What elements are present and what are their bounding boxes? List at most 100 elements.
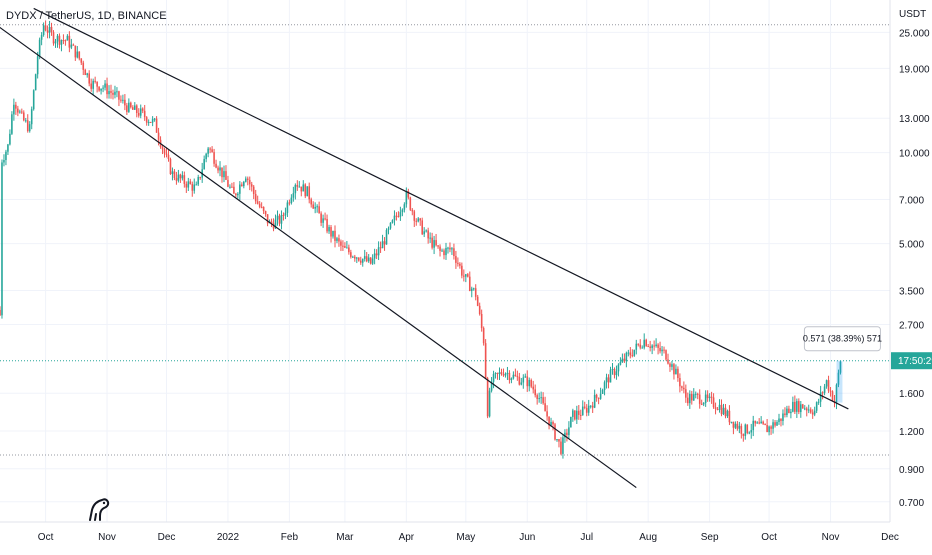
candle-body [15, 104, 17, 109]
candle-body [46, 30, 49, 33]
price-tick-label: 0.900 [899, 465, 924, 476]
candle-body [250, 184, 253, 187]
candle-body [476, 296, 479, 306]
candle-body [141, 108, 144, 111]
candle-body [734, 423, 737, 428]
candle-body [453, 248, 455, 257]
candle-body [556, 439, 558, 441]
trendline[interactable] [33, 7, 849, 410]
trendline[interactable] [0, 18, 637, 489]
candle-body [334, 230, 336, 241]
candle-body [825, 380, 828, 387]
time-tick-label: Dec [881, 532, 899, 543]
candle-body [461, 265, 463, 276]
candle-body [643, 339, 646, 348]
candle-body [405, 191, 408, 205]
candle-body [449, 247, 451, 250]
candle-body [203, 159, 205, 170]
candle-body [395, 215, 398, 217]
candle-body [665, 350, 667, 360]
candle-body [494, 372, 497, 374]
price-axis[interactable]: 25.000 19.000 13.000 10.000 7.000 5.000 3.500 2… [899, 28, 930, 508]
time-axis[interactable]: Oct Nov Dec 2022 Feb Mar Apr May Jun Jul Aug Sep Oct… [38, 532, 899, 543]
candle-body [185, 183, 188, 188]
candle-body [171, 171, 174, 175]
candle-body [530, 380, 533, 387]
candle-body [381, 241, 384, 249]
time-tick-label: Aug [639, 532, 657, 543]
candle-body [750, 430, 753, 433]
candle-body [22, 112, 25, 121]
candle-body [106, 83, 108, 95]
candle-body [564, 432, 566, 438]
candle-body [712, 397, 715, 408]
candle-body [595, 394, 598, 398]
candle-body [534, 389, 536, 396]
candle-body [583, 406, 586, 408]
candle-body [663, 349, 665, 351]
candle-body [379, 247, 382, 249]
candle-body [48, 27, 51, 33]
chart-title: DYDX / TetherUS, 1D, BINANCE [6, 10, 167, 22]
candle-body [324, 218, 326, 220]
measure-tooltip [803, 326, 881, 352]
candle-body [585, 407, 588, 413]
measure-range-box[interactable] [836, 360, 843, 403]
candle-body [42, 25, 45, 35]
candle-body [746, 424, 749, 433]
candle-body [669, 363, 671, 367]
candle-body [685, 389, 687, 398]
candle-body [433, 240, 435, 248]
candle-body [427, 230, 429, 239]
candle-body [615, 371, 618, 376]
candle-body [82, 62, 85, 70]
candle-body [687, 397, 689, 404]
candle-body [700, 403, 703, 405]
candle-body [786, 408, 788, 415]
candle-body [68, 35, 71, 48]
candle-body [455, 256, 457, 263]
candle-body [227, 179, 229, 187]
candle-body [11, 114, 13, 134]
trendlines[interactable] [0, 7, 849, 489]
candle-body [417, 218, 420, 222]
time-tick-label: 2022 [217, 532, 240, 543]
candle-body [807, 409, 810, 411]
candle-body [536, 395, 538, 399]
candle-body [758, 422, 760, 424]
candle-body [391, 220, 394, 223]
candle-body [522, 377, 525, 383]
candle-body [671, 364, 673, 367]
candle-body [589, 405, 592, 407]
candle-body [294, 184, 297, 194]
last-price-tag-text: 17:50:29 [898, 356, 932, 367]
candle-body [718, 404, 721, 410]
candle-body [544, 403, 546, 412]
candle-body [58, 35, 61, 45]
candle-body [504, 373, 507, 376]
candle-body [361, 258, 364, 263]
candle-body [5, 151, 7, 161]
candle-body [720, 404, 723, 415]
candle-body [205, 153, 207, 160]
candle-body [738, 425, 741, 429]
candle-body [726, 410, 729, 417]
candle-body [167, 154, 170, 160]
candle-body [195, 184, 198, 186]
candle-body [581, 406, 584, 416]
candle-body [466, 274, 469, 277]
candle-body [629, 352, 632, 356]
candle-body [350, 252, 352, 257]
price-tick-label: 25.000 [899, 28, 930, 39]
candle-body [611, 368, 614, 370]
candle-body [153, 118, 156, 120]
candle-body [443, 250, 445, 256]
measure-tool[interactable]: 0.571 (38.39%) 571 [803, 326, 882, 403]
candle-body [1, 162, 3, 316]
candle-body [66, 35, 69, 41]
candle-body [805, 408, 808, 411]
candle-body [233, 186, 235, 194]
price-tick-label: 5.000 [899, 240, 924, 251]
